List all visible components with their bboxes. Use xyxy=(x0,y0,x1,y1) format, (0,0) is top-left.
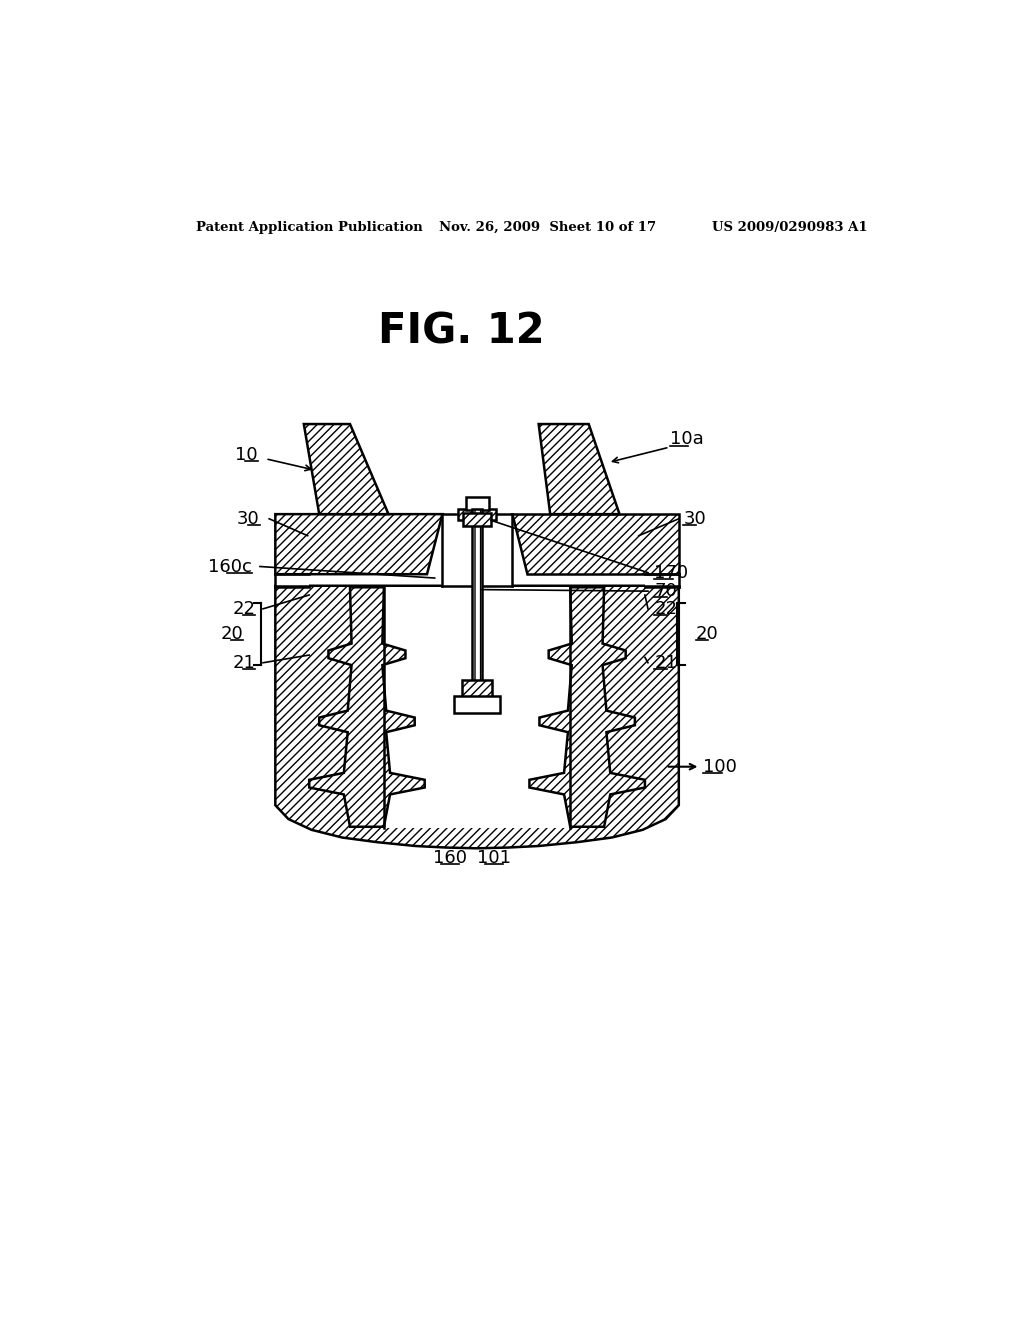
Text: 21: 21 xyxy=(232,653,255,672)
Text: 22: 22 xyxy=(232,599,255,618)
Text: 20: 20 xyxy=(220,626,243,643)
Polygon shape xyxy=(275,586,679,849)
Text: 30: 30 xyxy=(238,510,260,528)
Polygon shape xyxy=(309,587,425,826)
Text: 170: 170 xyxy=(654,564,688,582)
Polygon shape xyxy=(275,515,442,574)
Text: FIG. 12: FIG. 12 xyxy=(378,310,545,352)
Text: Nov. 26, 2009  Sheet 10 of 17: Nov. 26, 2009 Sheet 10 of 17 xyxy=(438,222,655,234)
Text: Patent Application Publication: Patent Application Publication xyxy=(196,222,423,234)
Text: 10: 10 xyxy=(234,446,258,463)
Text: 101: 101 xyxy=(477,849,511,866)
Text: US 2009/0290983 A1: US 2009/0290983 A1 xyxy=(712,222,867,234)
Polygon shape xyxy=(384,587,570,829)
Polygon shape xyxy=(645,574,679,587)
Polygon shape xyxy=(463,512,490,527)
Text: 22: 22 xyxy=(654,599,677,618)
Polygon shape xyxy=(512,515,679,574)
Polygon shape xyxy=(304,424,388,515)
Polygon shape xyxy=(458,508,497,520)
Polygon shape xyxy=(442,515,512,586)
Text: 160: 160 xyxy=(433,849,467,866)
Text: 160c: 160c xyxy=(208,557,252,576)
Polygon shape xyxy=(529,587,645,826)
Polygon shape xyxy=(275,574,309,587)
Text: 100: 100 xyxy=(703,758,737,776)
Polygon shape xyxy=(454,696,500,713)
Text: 10a: 10a xyxy=(670,430,703,449)
Text: 70: 70 xyxy=(654,582,677,601)
Polygon shape xyxy=(466,498,488,510)
Text: 21: 21 xyxy=(654,653,677,672)
Text: 30: 30 xyxy=(683,510,707,528)
Polygon shape xyxy=(539,424,620,515)
Polygon shape xyxy=(472,508,481,686)
Text: 20: 20 xyxy=(695,626,719,643)
Polygon shape xyxy=(462,681,493,697)
